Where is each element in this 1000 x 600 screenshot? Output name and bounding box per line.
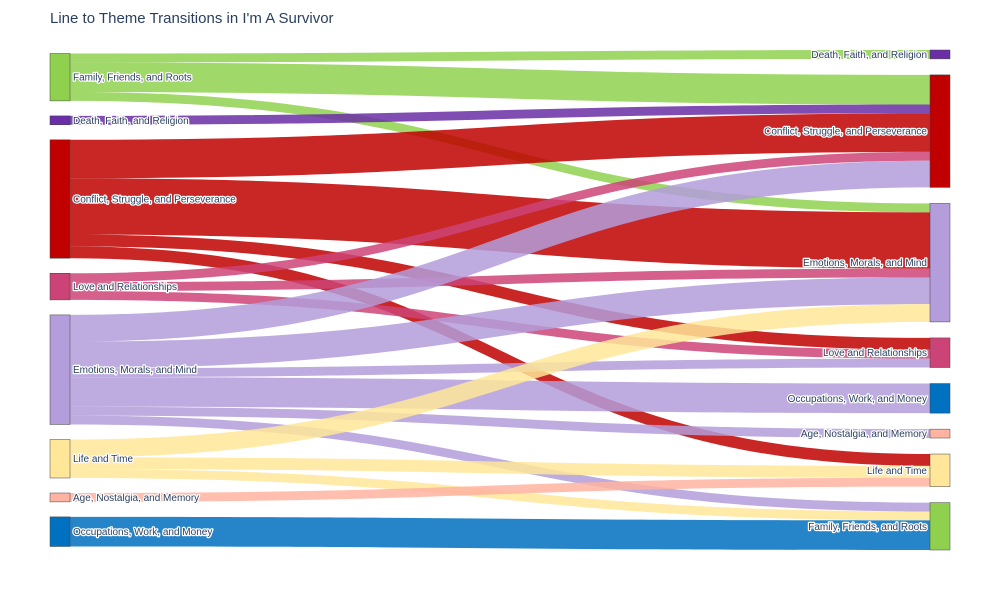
sankey-node-label-right-life: Life and Time [867,466,927,477]
sankey-link-age-to-life[interactable] [70,477,930,502]
chart-title: Line to Theme Transitions in I'm A Survi… [50,10,334,27]
sankey-node-label-right-occupations: Occupations, Work, and Money [788,394,927,405]
sankey-link-conflict-to-conflict[interactable] [70,113,930,179]
sankey-node-left-life[interactable] [49,439,71,479]
sankey-node-label-left-life: Life and Time [73,454,133,465]
sankey-link-emotions-to-occupations[interactable] [70,377,930,414]
sankey-node-right-family[interactable] [929,502,951,551]
sankey-node-label-right-family: Family, Friends, and Roots [808,522,927,533]
sankey-link-emotions-to-emotions[interactable] [70,277,930,369]
sankey-link-love-to-conflict[interactable] [70,151,930,283]
sankey-link-occupations-to-family[interactable] [70,516,930,550]
sankey-link-conflict-to-life[interactable] [70,246,930,466]
sankey-node-left-conflict[interactable] [49,139,71,259]
sankey-node-label-right-conflict: Conflict, Struggle, and Perseverance [764,127,927,138]
sankey-node-left-love[interactable] [49,272,71,301]
sankey-node-label-left-family: Family, Friends, and Roots [73,73,192,84]
sankey-node-right-love[interactable] [929,337,951,368]
nodes-layer [49,49,951,551]
sankey-link-life-to-family[interactable] [70,469,930,521]
sankey-link-life-to-emotions[interactable] [70,304,930,458]
sankey-node-left-emotions[interactable] [49,314,71,425]
sankey-node-label-left-love: Love and Relationships [73,282,177,293]
sankey-node-right-age[interactable] [929,428,951,439]
sankey-link-love-to-emotions[interactable] [70,268,930,292]
sankey-node-label-left-conflict: Conflict, Struggle, and Perseverance [73,195,236,206]
sankey-node-label-right-death: Death, Faith, and Religion [811,50,927,61]
sankey-link-emotions-to-age[interactable] [70,406,930,439]
sankey-node-left-occupations[interactable] [49,516,71,547]
labels-layer: Family, Friends, and Roots Death, Faith, … [72,49,929,540]
sankey-link-family-to-death[interactable] [70,50,930,63]
sankey-node-right-life[interactable] [929,453,951,487]
sankey-node-label-right-age: Age, Nostalgia, and Memory [801,429,927,440]
sankey-node-label-left-emotions: Emotions, Morals, and Mind [73,365,197,376]
sankey-node-right-occupations[interactable] [929,383,951,414]
sankey-node-right-death[interactable] [929,49,951,60]
sankey-node-label-right-love: Love and Relationships [823,348,927,359]
sankey-node-label-right-emotions: Emotions, Morals, and Mind [803,258,927,269]
sankey-node-left-age[interactable] [49,492,71,503]
sankey-link-death-to-conflict[interactable] [70,104,930,125]
links-layer [70,50,930,550]
sankey-node-left-death[interactable] [49,115,71,126]
sankey-link-life-to-life[interactable] [70,457,930,478]
sankey-link-family-to-conflict[interactable] [70,62,930,105]
sankey-node-right-conflict[interactable] [929,74,951,188]
sankey-node-label-left-occupations: Occupations, Work, and Money [73,527,212,538]
sankey-link-conflict-to-love[interactable] [70,234,930,350]
sankey-node-label-left-death: Death, Faith, and Religion [73,116,189,127]
sankey-node-left-family[interactable] [49,53,71,102]
sankey-link-emotions-to-conflict[interactable] [70,160,930,342]
sankey-link-conflict-to-emotions[interactable] [70,178,930,269]
sankey-node-right-emotions[interactable] [929,203,951,323]
sankey-node-label-left-age: Age, Nostalgia, and Memory [73,493,199,504]
sankey-link-emotions-to-love[interactable] [70,358,930,378]
